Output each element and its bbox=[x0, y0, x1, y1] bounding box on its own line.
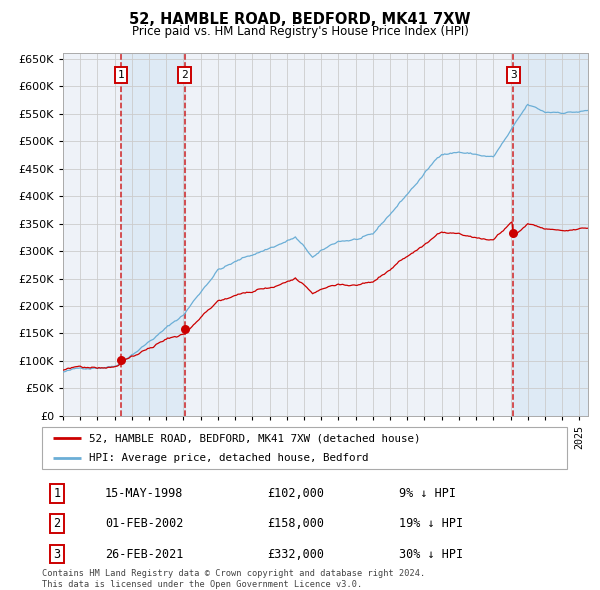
Text: £158,000: £158,000 bbox=[267, 517, 324, 530]
Text: £102,000: £102,000 bbox=[267, 487, 324, 500]
Text: 2: 2 bbox=[181, 70, 188, 80]
Text: 52, HAMBLE ROAD, BEDFORD, MK41 7XW: 52, HAMBLE ROAD, BEDFORD, MK41 7XW bbox=[129, 12, 471, 27]
Text: 3: 3 bbox=[510, 70, 517, 80]
Text: 30% ↓ HPI: 30% ↓ HPI bbox=[399, 548, 463, 560]
Bar bbox=[513, 53, 588, 416]
Bar bbox=[121, 53, 185, 416]
Text: Price paid vs. HM Land Registry's House Price Index (HPI): Price paid vs. HM Land Registry's House … bbox=[131, 25, 469, 38]
Text: 15-MAY-1998: 15-MAY-1998 bbox=[105, 487, 184, 500]
Text: 26-FEB-2021: 26-FEB-2021 bbox=[105, 548, 184, 560]
Text: Contains HM Land Registry data © Crown copyright and database right 2024.
This d: Contains HM Land Registry data © Crown c… bbox=[42, 569, 425, 589]
Text: HPI: Average price, detached house, Bedford: HPI: Average price, detached house, Bedf… bbox=[89, 453, 369, 463]
Text: 52, HAMBLE ROAD, BEDFORD, MK41 7XW (detached house): 52, HAMBLE ROAD, BEDFORD, MK41 7XW (deta… bbox=[89, 433, 421, 443]
Text: 1: 1 bbox=[53, 487, 61, 500]
Text: 9% ↓ HPI: 9% ↓ HPI bbox=[399, 487, 456, 500]
Text: 19% ↓ HPI: 19% ↓ HPI bbox=[399, 517, 463, 530]
Text: 3: 3 bbox=[53, 548, 61, 560]
Text: 2: 2 bbox=[53, 517, 61, 530]
Text: 01-FEB-2002: 01-FEB-2002 bbox=[105, 517, 184, 530]
Text: 1: 1 bbox=[118, 70, 124, 80]
Text: £332,000: £332,000 bbox=[267, 548, 324, 560]
